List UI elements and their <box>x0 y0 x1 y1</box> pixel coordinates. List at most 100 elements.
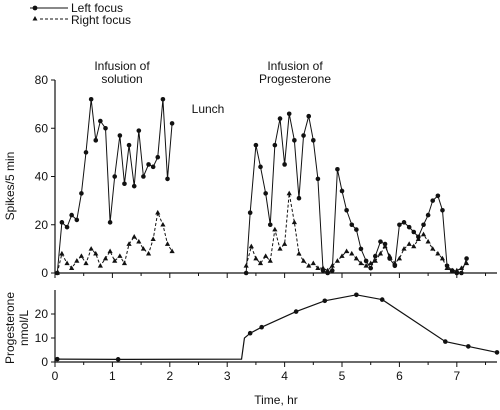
data-point-left-focus <box>282 162 287 167</box>
data-point-right-focus <box>93 250 99 256</box>
progesterone-x-tick-label: 5 <box>339 369 346 383</box>
data-point-left-focus <box>243 270 249 276</box>
data-point-right-focus <box>286 190 292 196</box>
data-point-right-focus <box>430 246 436 251</box>
data-point-right-focus <box>272 226 278 232</box>
data-point-left-focus <box>126 142 132 148</box>
data-point-left-focus <box>306 113 312 119</box>
data-point-right-focus <box>117 253 123 258</box>
data-point-left-focus <box>368 265 374 271</box>
data-point-progesterone <box>379 297 385 302</box>
data-point-right-focus <box>69 265 75 270</box>
legend-entry-left-focus: Left focus <box>30 1 123 15</box>
data-point-left-focus <box>165 176 170 182</box>
data-point-left-focus <box>122 181 127 187</box>
data-point-right-focus <box>164 241 171 246</box>
legend: Left focus Right focus <box>30 1 131 27</box>
annotation-lunch: Lunch <box>192 102 225 116</box>
data-point-right-focus <box>435 250 441 256</box>
data-point-left-focus <box>339 188 345 194</box>
data-point-right-focus <box>140 246 146 251</box>
data-point-left-focus <box>421 222 426 228</box>
data-point-left-focus <box>378 239 383 244</box>
data-point-right-focus <box>54 270 60 275</box>
data-point-right-focus <box>296 250 302 256</box>
data-point-progesterone <box>259 324 264 330</box>
data-point-left-focus <box>344 207 349 213</box>
spikes-y-tick-label: 0 <box>41 266 48 280</box>
data-point-right-focus <box>353 255 359 261</box>
data-point-right-focus <box>126 241 132 246</box>
spikes-axes: 0 20 40 60 80 <box>35 73 497 280</box>
data-point-right-focus <box>263 253 269 258</box>
data-point-right-focus <box>64 260 70 266</box>
bottom-y-axis-unit: nmol/L <box>17 310 31 346</box>
data-point-right-focus <box>131 234 137 239</box>
bottom-y-axis-title: Progesterone <box>3 292 17 364</box>
annotation-infusion-progesterone-line2: Progesterone <box>259 72 331 86</box>
data-point-left-focus <box>358 246 364 252</box>
data-point-left-focus <box>79 191 84 196</box>
data-point-right-focus <box>121 260 128 266</box>
data-point-left-focus <box>277 116 283 121</box>
data-point-progesterone <box>443 339 448 344</box>
data-point-left-focus <box>131 183 137 189</box>
data-point-left-focus <box>335 166 340 172</box>
data-point-right-focus <box>368 260 374 266</box>
data-point-right-focus <box>401 246 407 251</box>
data-point-right-focus <box>300 258 307 263</box>
data-point-right-focus <box>97 262 103 268</box>
data-point-right-focus <box>248 243 254 249</box>
data-point-progesterone <box>354 292 359 298</box>
series-line-progesterone <box>57 294 498 360</box>
data-point-left-focus <box>117 133 123 138</box>
data-point-left-focus <box>292 138 297 143</box>
data-point-left-focus <box>141 174 146 179</box>
data-point-right-focus <box>344 248 350 254</box>
data-point-left-focus <box>169 121 175 126</box>
data-point-left-focus <box>329 268 335 273</box>
data-point-left-focus <box>373 253 378 259</box>
data-point-left-focus <box>440 207 445 213</box>
data-point-right-focus <box>282 241 288 246</box>
data-point-left-focus <box>69 212 74 218</box>
data-point-right-focus <box>267 258 273 263</box>
data-point-left-focus <box>107 220 113 225</box>
data-point-right-focus <box>358 260 364 266</box>
data-point-left-focus <box>146 162 151 167</box>
data-point-right-focus <box>463 260 470 266</box>
data-point-right-focus <box>325 267 331 273</box>
data-point-right-focus <box>415 236 421 242</box>
data-point-left-focus <box>258 164 263 170</box>
progesterone-x-tick-label: 7 <box>453 369 460 383</box>
data-point-left-focus <box>397 222 402 228</box>
data-point-right-focus <box>406 241 412 246</box>
series-right-focus <box>54 190 470 275</box>
data-point-right-focus <box>59 250 65 256</box>
data-point-right-focus <box>392 260 398 266</box>
data-point-left-focus <box>103 125 108 131</box>
data-point-right-focus <box>310 260 316 266</box>
data-point-left-focus <box>459 270 464 276</box>
data-point-left-focus <box>311 138 316 143</box>
data-point-right-focus <box>425 238 431 244</box>
data-point-left-focus <box>435 193 441 199</box>
data-point-left-focus <box>93 138 99 143</box>
data-point-right-focus <box>257 260 264 266</box>
data-point-left-focus <box>401 220 407 225</box>
data-point-left-focus <box>296 195 302 201</box>
annotation-infusion-solution-line2: solution <box>101 72 142 86</box>
data-point-left-focus <box>349 222 355 228</box>
series-line-right-focus <box>56 210 173 274</box>
data-point-left-focus <box>155 154 161 160</box>
data-point-right-focus <box>253 255 259 261</box>
legend-label-left-focus: Left focus <box>71 1 123 15</box>
data-point-right-focus <box>454 267 460 273</box>
data-point-right-focus <box>277 246 283 251</box>
annotations: Infusion of solution Lunch Infusion of P… <box>94 59 331 116</box>
series-line-left-focus <box>56 99 173 274</box>
data-point-progesterone <box>465 344 471 349</box>
data-point-right-focus <box>78 253 85 258</box>
progesterone-x-tick-label: 0 <box>52 369 59 383</box>
